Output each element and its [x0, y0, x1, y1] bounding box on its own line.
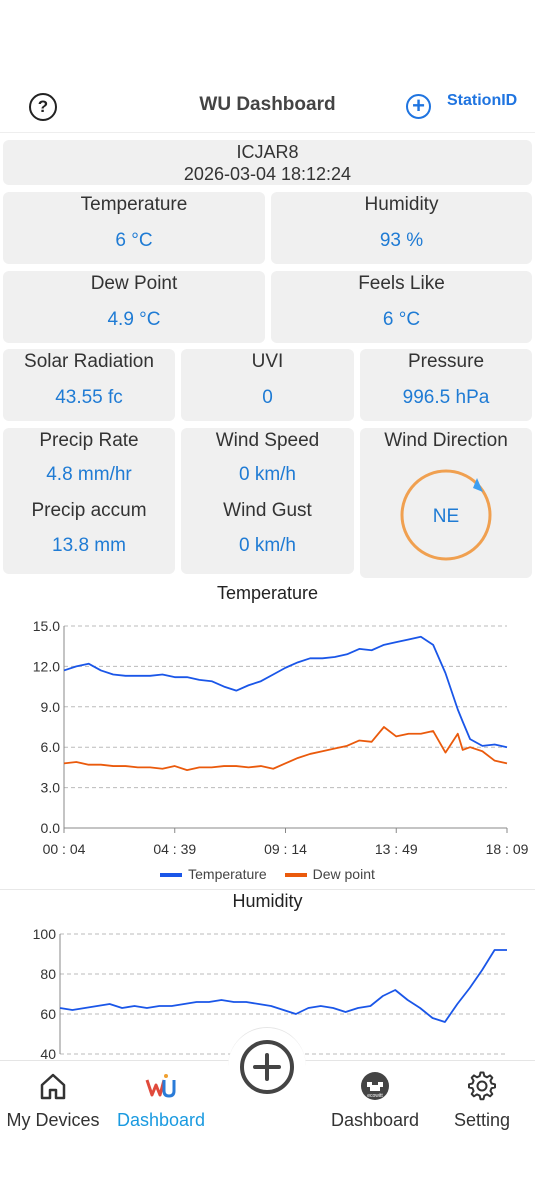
- x-tick-label: 00 : 04: [43, 841, 86, 857]
- dew-point-value: 4.9 °C: [107, 309, 161, 330]
- gear-icon: [468, 1071, 496, 1101]
- app-header: ? WU Dashboard + StationID: [0, 80, 535, 133]
- x-tick-label: 13 : 49: [375, 841, 418, 857]
- solar-radiation-value: 43.55 fc: [55, 387, 123, 408]
- y-tick-label: 6.0: [41, 739, 61, 755]
- help-icon[interactable]: ?: [29, 93, 57, 121]
- uvi-value: 0: [262, 387, 273, 408]
- pressure-value: 996.5 hPa: [402, 387, 490, 408]
- divider: [0, 889, 535, 890]
- svg-text:ecowitt: ecowitt: [367, 1093, 383, 1099]
- feels-like-card: Feels Like 6 °C: [271, 271, 532, 343]
- y-tick-label: 3.0: [41, 780, 61, 796]
- y-tick-label: 100: [33, 926, 57, 942]
- humidity-chart: 100 80 60 40: [33, 926, 507, 1060]
- precip-card: Precip Rate 4.8 mm/hr Precip accum 13.8 …: [3, 428, 175, 574]
- precip-accum-label: Precip accum: [31, 500, 147, 521]
- feels-like-label: Feels Like: [358, 273, 445, 294]
- page-title: WU Dashboard: [199, 94, 336, 115]
- wind-speed-value: 0 km/h: [238, 464, 297, 485]
- y-tick-label: 40: [40, 1046, 56, 1060]
- y-tick-label: 12.0: [33, 658, 60, 674]
- temperature-label: Temperature: [80, 194, 188, 215]
- y-tick-label: 60: [40, 1006, 56, 1022]
- temperature-card: Temperature 6 °C: [3, 192, 265, 264]
- station-card: ICJAR8 2026-03-04 18:12:24: [3, 140, 532, 185]
- feels-like-value: 6 °C: [382, 309, 421, 330]
- temperature-chart-title: Temperature: [216, 583, 319, 603]
- series-line-temperature: [63, 635, 508, 749]
- y-tick-label: 15.0: [33, 618, 60, 634]
- station-datetime: 2026-03-04 18:12:24: [183, 164, 352, 184]
- x-tick-label: 04 : 39: [153, 841, 196, 857]
- precip-rate-value: 4.8 mm/hr: [46, 464, 132, 485]
- series-line-dew-point: [63, 726, 508, 771]
- wind-card: Wind Speed 0 km/h Wind Gust 0 km/h: [181, 428, 354, 574]
- humidity-value: 93 %: [379, 230, 424, 251]
- x-tick-label: 09 : 14: [264, 841, 307, 857]
- nav-my-devices[interactable]: My Devices: [4, 1071, 102, 1131]
- temperature-chart: 15.0 12.0 9.0 6.0 3.0 0.0 00 : 04 04 : 39 09 : 1…: [33, 618, 529, 857]
- legend-dew-swatch: [284, 873, 307, 878]
- humidity-label: Humidity: [364, 194, 439, 215]
- temperature-value: 6 °C: [115, 230, 153, 251]
- nav-ecowitt-dashboard-label: Dashboard: [330, 1110, 420, 1130]
- dew-point-card: Dew Point 4.9 °C: [3, 271, 265, 343]
- station-id-button[interactable]: StationID: [447, 92, 518, 109]
- add-station-icon[interactable]: +: [406, 94, 431, 119]
- wind-compass: NE: [400, 469, 492, 561]
- bottom-nav: My Devices Dashboard ecowitt Dashboard S…: [0, 1027, 535, 1201]
- wind-arrow-icon: [473, 478, 483, 492]
- wind-speed-label: Wind Speed: [215, 430, 320, 451]
- y-tick-label: 9.0: [41, 699, 61, 715]
- ecowitt-logo-icon: ecowitt: [361, 1072, 389, 1100]
- solar-radiation-card: Solar Radiation 43.55 fc: [3, 349, 175, 421]
- x-tick-label: 18 : 09: [486, 841, 529, 857]
- station-id: ICJAR8: [236, 142, 299, 162]
- y-tick-label: 0.0: [41, 820, 61, 836]
- nav-setting[interactable]: Setting: [434, 1071, 530, 1131]
- nav-my-devices-label: My Devices: [6, 1110, 100, 1130]
- compass-ring: [400, 469, 492, 561]
- wu-logo-icon: [145, 1074, 176, 1098]
- legend-temperature-swatch: [160, 873, 183, 878]
- wind-gust-label: Wind Gust: [223, 500, 312, 521]
- nav-ecowitt-dashboard[interactable]: ecowitt Dashboard: [325, 1071, 425, 1131]
- wind-direction-value: NE: [433, 506, 459, 527]
- uvi-card: UVI 0: [181, 349, 354, 421]
- wind-gust-value: 0 km/h: [238, 535, 297, 556]
- wind-direction-card: Wind Direction NE: [360, 428, 532, 578]
- humidity-chart-title: Humidity: [232, 891, 303, 911]
- pressure-card: Pressure 996.5 hPa: [360, 349, 532, 421]
- precip-accum-value: 13.8 mm: [52, 535, 126, 556]
- uvi-label: UVI: [251, 351, 284, 372]
- nav-setting-label: Setting: [453, 1110, 511, 1130]
- nav-wu-dashboard-label: Dashboard: [116, 1110, 206, 1130]
- legend-temperature: Temperature: [188, 866, 267, 882]
- legend-dew: Dew point: [312, 866, 375, 882]
- home-icon: [40, 1073, 66, 1100]
- nav-wu-dashboard[interactable]: Dashboard: [112, 1071, 210, 1131]
- chart-legend: Temperature Dew point: [0, 866, 535, 882]
- humidity-card: Humidity 93 %: [271, 192, 532, 264]
- series-line-humidity: [59, 949, 507, 1023]
- dew-point-label: Dew Point: [90, 273, 178, 294]
- center-add-button[interactable]: [228, 1027, 306, 1106]
- plus-circle-icon: [240, 1040, 294, 1094]
- wind-direction-label: Wind Direction: [384, 430, 508, 451]
- y-tick-label: 80: [40, 966, 56, 982]
- pressure-label: Pressure: [407, 351, 485, 372]
- precip-rate-label: Precip Rate: [39, 430, 139, 451]
- solar-radiation-label: Solar Radiation: [24, 351, 154, 372]
